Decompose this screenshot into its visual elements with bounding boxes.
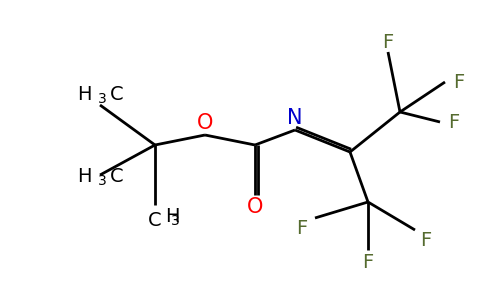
Text: F: F bbox=[363, 253, 374, 272]
Text: O: O bbox=[247, 197, 263, 217]
Text: F: F bbox=[420, 230, 431, 250]
Text: C: C bbox=[148, 212, 162, 230]
Text: H: H bbox=[77, 167, 92, 187]
Text: H: H bbox=[77, 85, 92, 104]
Text: O: O bbox=[197, 113, 213, 133]
Text: N: N bbox=[287, 108, 303, 128]
Text: C: C bbox=[110, 85, 123, 104]
Text: H: H bbox=[165, 208, 180, 226]
Text: F: F bbox=[448, 112, 459, 131]
Text: F: F bbox=[382, 32, 393, 52]
Text: C: C bbox=[110, 167, 123, 187]
Text: 3: 3 bbox=[98, 174, 106, 188]
Text: 3: 3 bbox=[98, 92, 106, 106]
Text: F: F bbox=[296, 218, 307, 238]
Text: F: F bbox=[453, 73, 464, 92]
Text: 3: 3 bbox=[171, 214, 180, 228]
